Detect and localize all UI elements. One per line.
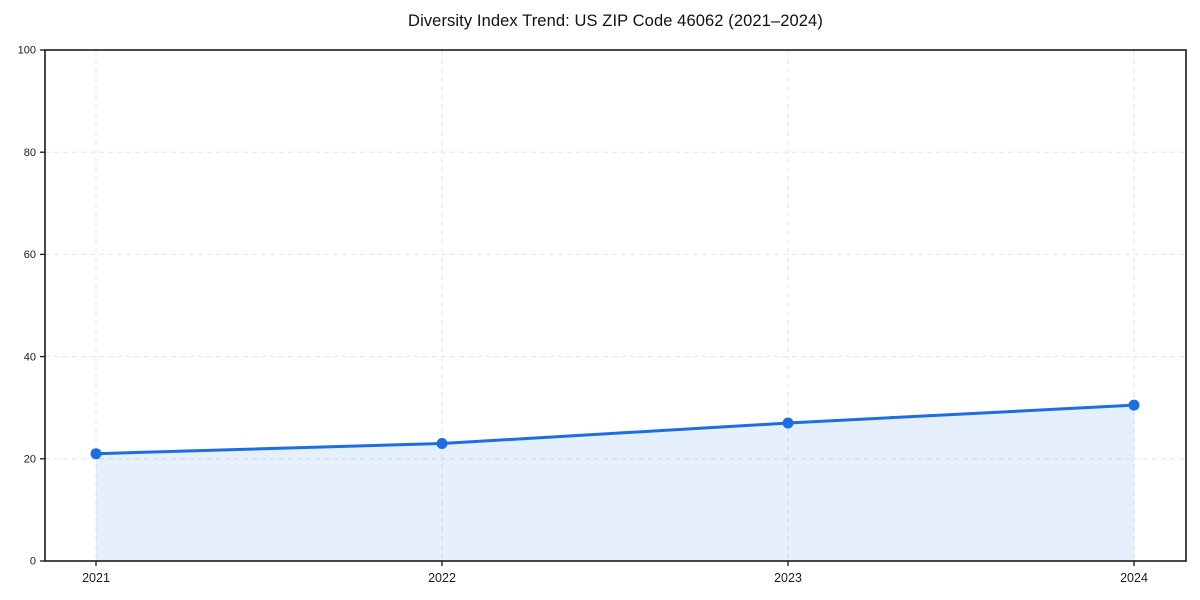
y-tick-label: 0	[30, 556, 36, 568]
x-tick-label: 2024	[1120, 571, 1148, 585]
data-point-marker	[1128, 399, 1140, 411]
series-line	[94, 403, 1136, 456]
y-tick-label: 40	[24, 351, 36, 363]
x-tick-label: 2022	[428, 571, 456, 585]
data-point-marker	[782, 417, 794, 429]
plot-border	[44, 49, 1187, 562]
y-tick-label: 80	[24, 147, 36, 159]
x-tick-label: 2023	[774, 571, 802, 585]
data-point-marker	[90, 448, 102, 460]
chart-title: Diversity Index Trend: US ZIP Code 46062…	[408, 12, 823, 30]
data-point-marker	[436, 437, 448, 449]
x-tick-label: 2021	[82, 571, 110, 585]
y-tick-label: 20	[24, 454, 36, 466]
y-tick-label: 100	[18, 45, 36, 57]
series-area-fill	[96, 405, 1134, 561]
y-tick-label: 60	[24, 249, 36, 261]
